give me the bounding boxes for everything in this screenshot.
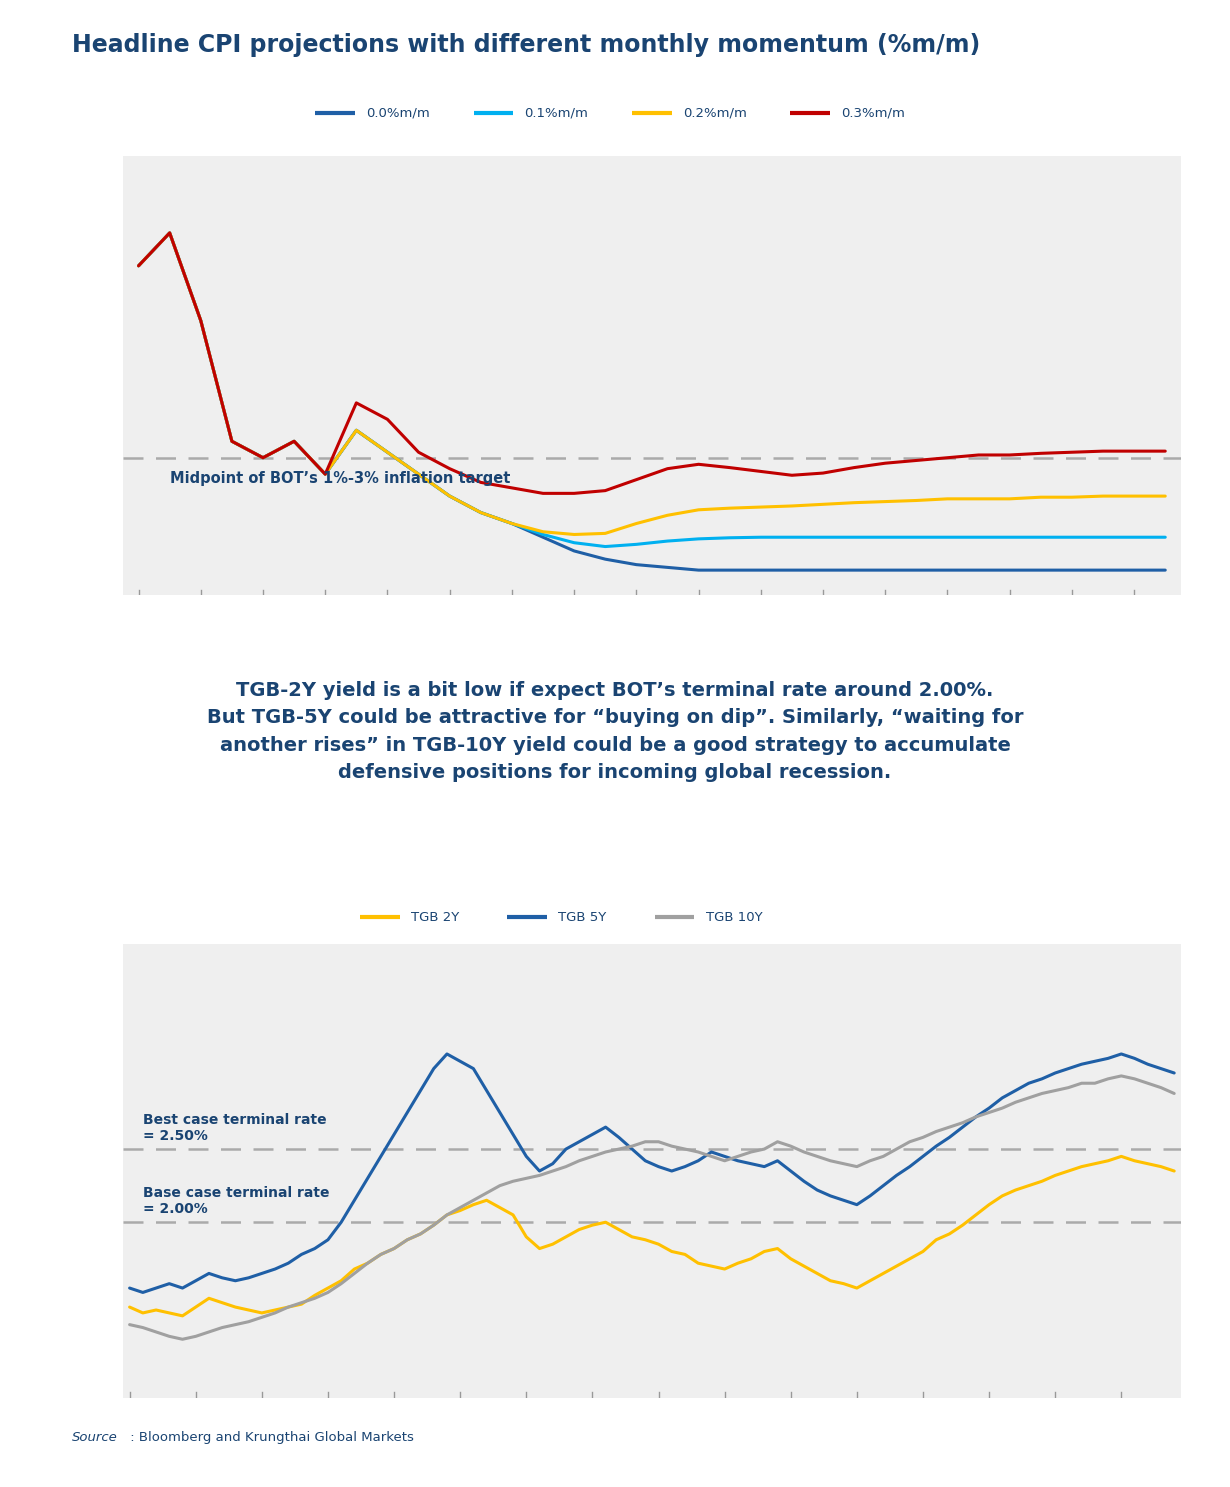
Text: 0.0%m/m: 0.0%m/m bbox=[367, 107, 429, 119]
Text: : Bloomberg and Krungthai Global Markets: : Bloomberg and Krungthai Global Markets bbox=[127, 1430, 415, 1444]
Text: Base case terminal rate
= 2.00%: Base case terminal rate = 2.00% bbox=[143, 1187, 330, 1216]
Text: 0.1%m/m: 0.1%m/m bbox=[524, 107, 588, 119]
Text: TGB 5Y: TGB 5Y bbox=[558, 912, 606, 923]
Text: 0.3%m/m: 0.3%m/m bbox=[841, 107, 905, 119]
Text: Headline CPI projections with different monthly momentum (%m/m): Headline CPI projections with different … bbox=[71, 33, 980, 57]
Text: 0.2%m/m: 0.2%m/m bbox=[683, 107, 747, 119]
Text: TGB 10Y: TGB 10Y bbox=[706, 912, 763, 923]
Text: Best case terminal rate
= 2.50%: Best case terminal rate = 2.50% bbox=[143, 1112, 326, 1144]
Text: Midpoint of BOT’s 1%-3% inflation target: Midpoint of BOT’s 1%-3% inflation target bbox=[170, 471, 510, 486]
Text: TGB 2Y: TGB 2Y bbox=[411, 912, 460, 923]
Text: Source: Source bbox=[71, 1430, 118, 1444]
Text: TGB-2Y yield is a bit low if expect BOT’s terminal rate around 2.00%.
But TGB-5Y: TGB-2Y yield is a bit low if expect BOT’… bbox=[207, 681, 1023, 782]
